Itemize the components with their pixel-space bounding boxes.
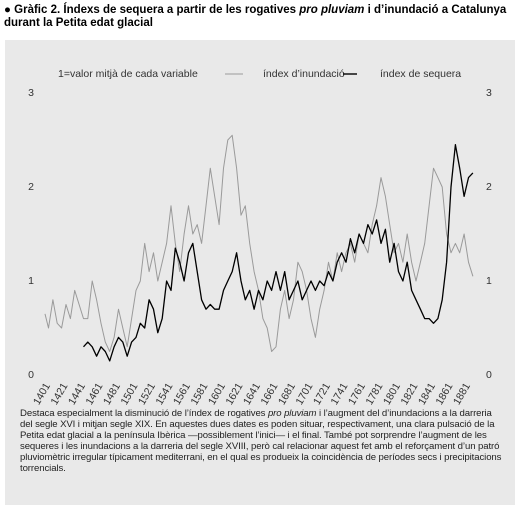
x-tick-label: 1481 [101, 381, 123, 407]
x-tick-label: 1441 [66, 381, 88, 407]
note-part: Destaca especialment la disminució de l’… [20, 408, 268, 419]
x-tick-label: 1841 [416, 381, 438, 407]
x-tick-label: 1761 [346, 381, 368, 407]
x-tick-label: 1881 [451, 381, 473, 407]
x-tick-label: 1561 [171, 381, 193, 407]
x-tick-label: 1521 [136, 381, 158, 407]
x-tick-label: 1781 [363, 381, 385, 407]
x-tick-label: 1741 [328, 381, 350, 407]
x-tick-label: 1861 [433, 381, 455, 407]
y2-tick-label: 0 [486, 369, 492, 381]
x-tick-label: 1401 [31, 381, 53, 407]
x-tick-label: 1501 [118, 381, 140, 407]
x-tick-label: 1721 [311, 381, 333, 407]
legend-label: índex d’inundació [263, 68, 345, 80]
legend-label: índex de sequera [380, 68, 461, 80]
y-tick-label: 0 [28, 369, 34, 381]
y-tick-label: 2 [28, 181, 34, 193]
note-part: pro pluviam [267, 408, 317, 419]
y2-tick-label: 2 [486, 181, 492, 193]
x-tick-label: 1641 [241, 381, 263, 407]
title-part: i d’inundació a Catalunya durant la Peti… [4, 4, 507, 29]
x-tick-label: 1421 [48, 381, 70, 407]
title-part: Gràfic 2. Índexs de sequera a partir de … [14, 4, 300, 16]
x-tick-label: 1661 [258, 381, 280, 407]
chart-title: ● Gràfic 2. Índexs de sequera a partir d… [4, 4, 507, 29]
series-line [44, 134, 474, 352]
x-tick-label: 1801 [381, 381, 403, 407]
y2-tick-label: 3 [486, 87, 492, 99]
y-tick-label: 1 [28, 275, 34, 287]
panel [5, 40, 515, 505]
note-part: i l’augment del d’inundacions a la darre… [20, 408, 502, 474]
y-tick-label: 3 [28, 87, 34, 99]
x-tick-label: 1701 [293, 381, 315, 407]
x-tick-label: 1541 [153, 381, 175, 407]
annotation: 1=valor mitjà de cada variable [58, 68, 198, 80]
note: Destaca especialment la disminució de l’… [20, 408, 505, 474]
title-part: pro pluviam [299, 4, 365, 16]
x-tick-label: 1821 [398, 381, 420, 407]
x-tick-label: 1681 [276, 381, 298, 407]
x-tick-label: 1601 [206, 381, 228, 407]
y2-tick-label: 1 [486, 275, 492, 287]
x-tick-label: 1581 [188, 381, 210, 407]
series-line [83, 144, 474, 362]
x-tick-label: 1621 [223, 381, 245, 407]
x-tick-label: 1461 [83, 381, 105, 407]
